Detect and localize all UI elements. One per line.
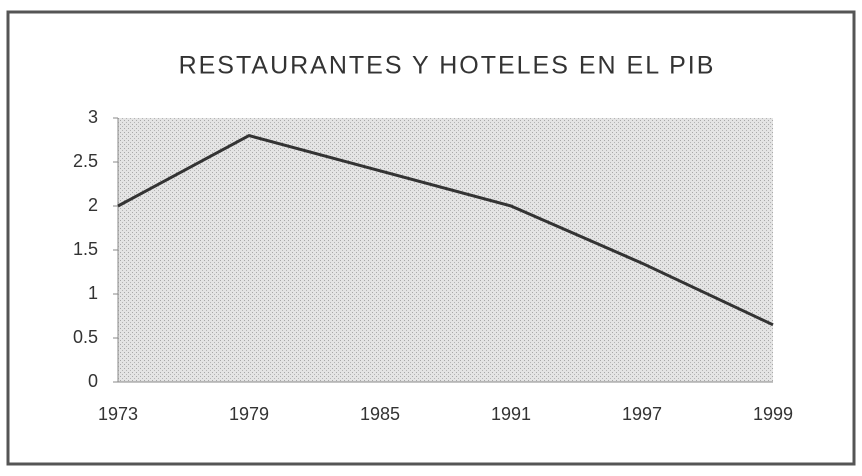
- x-tick-label: 1999: [753, 404, 793, 424]
- data-line: [117, 134, 774, 327]
- x-tick-label: 1979: [229, 404, 269, 424]
- y-tick-label: 0: [88, 371, 98, 391]
- chart-title: RESTAURANTES Y HOTELES EN EL PIB: [179, 52, 716, 80]
- y-tick-label: 1: [88, 283, 98, 303]
- x-tick-label: 1991: [491, 404, 531, 424]
- y-tick-label: 2: [88, 195, 98, 215]
- plot-area: [118, 118, 773, 382]
- y-tick-label: 3: [88, 107, 98, 127]
- x-tick-label: 1973: [98, 404, 138, 424]
- y-tick-label: 0.5: [73, 327, 98, 347]
- y-tick-label: 1.5: [73, 239, 98, 259]
- x-tick-label: 1985: [360, 404, 400, 424]
- x-tick-label: 1997: [622, 404, 662, 424]
- y-tick-label: 2.5: [73, 151, 98, 171]
